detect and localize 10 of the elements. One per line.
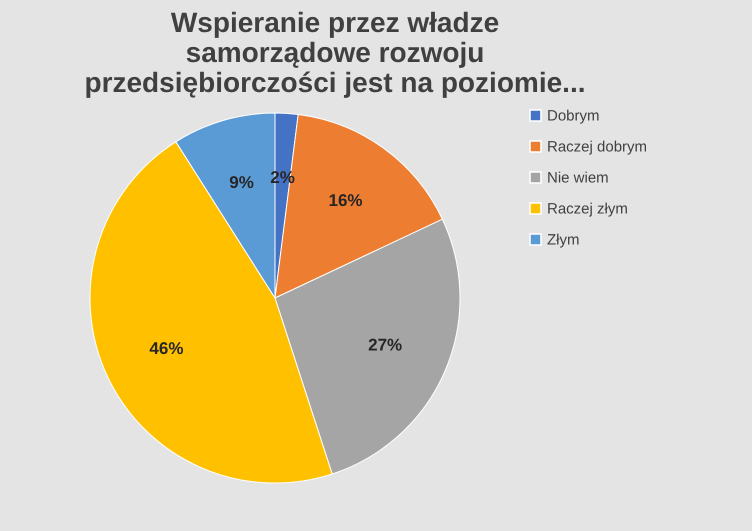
legend-label: Nie wiem (547, 170, 609, 186)
legend-label: Dobrym (547, 108, 600, 124)
legend-label: Raczej złym (547, 200, 628, 218)
legend-label: Raczej dobrym (547, 138, 648, 156)
data-label: 9% (229, 172, 254, 192)
data-label: 16% (328, 190, 363, 210)
legend-label: Złym (547, 232, 580, 248)
data-label: 27% (368, 336, 402, 355)
chart-title: Wspieranie przez władze samorządowe rozwoju przedsiębiorczości jest na poziomie... (84, 7, 586, 98)
data-label: 46% (149, 339, 184, 358)
